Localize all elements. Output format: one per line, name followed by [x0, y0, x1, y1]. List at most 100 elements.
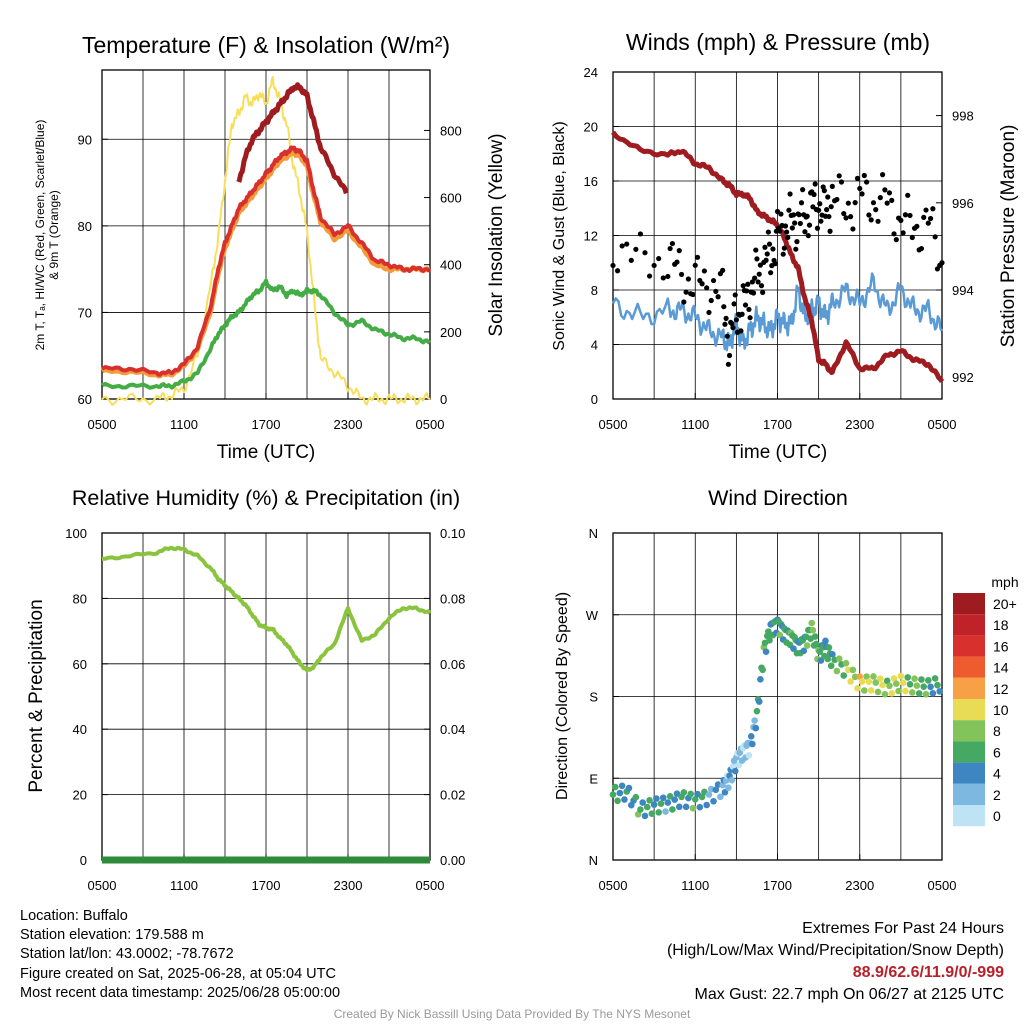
- y2-tick-label: 400: [440, 258, 462, 273]
- gust-point: [806, 222, 813, 228]
- direction-point: [776, 631, 784, 639]
- gust-point: [821, 188, 827, 194]
- gust-point: [768, 270, 774, 276]
- legend-swatch: [953, 699, 985, 721]
- legend-swatch: [953, 762, 985, 784]
- direction-point: [765, 628, 772, 635]
- direction-point: [865, 678, 873, 685]
- direction-point: [616, 789, 624, 797]
- gust-point: [868, 217, 874, 223]
- direction-point: [827, 662, 835, 670]
- gust-point: [676, 248, 682, 254]
- gust-point: [713, 288, 719, 294]
- gust-point: [829, 183, 835, 189]
- gust-point: [879, 172, 886, 178]
- legend-label: 18: [993, 617, 1009, 633]
- y-tick-label: 12: [584, 229, 598, 244]
- y2-tick-label: 992: [952, 370, 974, 385]
- direction-point: [817, 657, 825, 664]
- direction-point: [835, 655, 843, 663]
- gust-point: [907, 212, 913, 219]
- gust-point: [812, 181, 818, 187]
- direction-point: [927, 683, 934, 691]
- gust-point: [826, 213, 832, 220]
- gust-point: [720, 267, 726, 273]
- direction-point: [847, 678, 854, 685]
- humidity-title: Relative Humidity (%) & Precipitation (i…: [72, 486, 460, 510]
- direction-point: [888, 690, 896, 697]
- y2-tick-label: 996: [952, 196, 974, 211]
- gust-point: [828, 204, 834, 210]
- legend-label: 8: [993, 723, 1001, 739]
- gust-point: [893, 237, 899, 243]
- direction-point: [637, 806, 644, 813]
- direction-point: [762, 648, 770, 655]
- direction-point: [721, 788, 729, 796]
- dewpoint-line: [101, 278, 431, 390]
- y-tick-label: 16: [584, 174, 598, 189]
- direction-point: [822, 637, 829, 645]
- direction-point: [710, 797, 717, 805]
- direction-point: [666, 793, 674, 800]
- gust-point: [866, 212, 872, 218]
- x-tick-label: 2300: [845, 878, 874, 893]
- direction-point: [824, 655, 832, 663]
- gust-point: [614, 268, 621, 274]
- insolation-ylabel: Solar Insolation (Yellow): [486, 133, 507, 336]
- direction-point: [920, 683, 928, 690]
- gust-point: [746, 306, 752, 313]
- direction-point: [931, 675, 939, 682]
- gust-point: [747, 315, 753, 321]
- legend-label: 14: [993, 660, 1009, 676]
- legend-swatch: [953, 677, 985, 699]
- gust-point: [733, 317, 739, 323]
- heat-index-line: [236, 82, 349, 195]
- gust-point: [723, 315, 729, 321]
- gust-point: [889, 197, 895, 203]
- y-tick-label: 60: [73, 657, 87, 672]
- direction-point: [755, 698, 763, 705]
- direction-point: [904, 674, 912, 681]
- gust-point: [637, 231, 644, 237]
- direction-point: [691, 796, 699, 803]
- gust-point: [805, 233, 811, 239]
- x-tick-label: 0500: [928, 878, 957, 893]
- gust-point: [793, 246, 799, 252]
- legend-swatch: [953, 741, 985, 763]
- direction-point: [753, 707, 761, 715]
- direction-point: [858, 678, 866, 685]
- x-tick-label: 0500: [928, 417, 957, 432]
- direction-point: [745, 752, 753, 759]
- y2-tick-label: 200: [440, 325, 462, 340]
- y-tick-label: S: [589, 690, 598, 705]
- gust-point: [778, 211, 784, 217]
- legend-label: 16: [993, 638, 1009, 654]
- direction-point: [675, 803, 683, 811]
- direction-point: [712, 786, 720, 794]
- direction-point: [696, 803, 704, 811]
- y-tick-label: W: [586, 608, 599, 623]
- latlon-text: Station lat/lon: 43.0002; -78.7672: [20, 946, 234, 963]
- x-tick-label: 1700: [252, 417, 281, 432]
- direction-point: [929, 689, 937, 697]
- speed-legend-title: mph: [991, 574, 1018, 590]
- gust-point: [763, 257, 769, 263]
- direction-point: [655, 809, 662, 816]
- direction-point: [874, 688, 882, 696]
- direction-point: [936, 688, 944, 695]
- direction-point: [833, 667, 841, 675]
- gust-point: [827, 228, 833, 234]
- gust-point: [780, 251, 786, 257]
- humidity-line: [102, 545, 432, 673]
- gust-point: [873, 207, 879, 213]
- gust-point: [923, 207, 929, 213]
- gust-point: [754, 256, 760, 262]
- legend-swatch: [953, 783, 985, 805]
- gust-point: [836, 173, 842, 179]
- direction-point: [915, 690, 923, 697]
- gust-point: [699, 281, 705, 287]
- x-tick-label: 0500: [599, 878, 628, 893]
- gust-point: [669, 240, 676, 247]
- direction-point: [808, 619, 816, 627]
- direction-point: [757, 675, 764, 683]
